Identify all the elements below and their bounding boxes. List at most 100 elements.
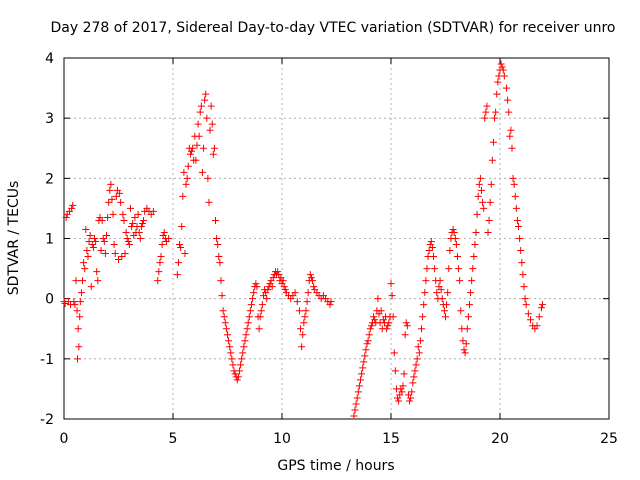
data-point	[118, 253, 126, 261]
data-point	[194, 120, 202, 128]
data-point	[500, 72, 508, 80]
data-point	[116, 189, 124, 197]
data-point	[487, 180, 495, 188]
data-point	[485, 216, 493, 224]
data-point	[291, 289, 299, 297]
data-point	[183, 174, 191, 182]
data-point	[184, 162, 192, 170]
data-point	[483, 102, 491, 110]
data-point	[302, 307, 310, 315]
data-point	[193, 141, 201, 149]
data-point	[493, 90, 501, 98]
data-point	[507, 126, 515, 134]
data-point	[94, 277, 102, 285]
data-point	[421, 289, 429, 297]
data-point	[252, 280, 260, 288]
data-point	[107, 180, 115, 188]
data-point	[450, 228, 458, 236]
data-point	[472, 228, 480, 236]
data-point	[489, 138, 497, 146]
data-point	[237, 361, 245, 369]
data-point	[452, 241, 460, 249]
data-point	[470, 253, 478, 261]
data-point	[366, 325, 374, 333]
x-axis-label: GPS time / hours	[277, 458, 394, 474]
data-point	[221, 319, 229, 327]
data-point	[135, 228, 143, 236]
data-point	[410, 373, 418, 381]
data-point	[539, 301, 547, 309]
data-point	[99, 235, 107, 242]
data-point	[126, 204, 134, 212]
data-point	[310, 283, 318, 291]
data-point	[360, 358, 368, 366]
data-point	[374, 295, 382, 303]
data-point	[123, 235, 131, 242]
data-point	[498, 63, 506, 71]
data-point	[189, 144, 197, 152]
data-point	[445, 265, 453, 273]
data-point	[62, 213, 70, 221]
data-point	[188, 147, 196, 155]
data-point	[181, 250, 189, 258]
data-point	[203, 114, 211, 122]
data-point	[443, 301, 451, 309]
data-point	[438, 295, 446, 303]
data-point	[479, 198, 487, 206]
x-tick-label: 15	[382, 431, 400, 447]
data-point	[269, 274, 277, 282]
data-point	[403, 322, 411, 330]
data-point	[268, 283, 276, 291]
data-point	[111, 250, 119, 258]
x-axis-ticks: 0 5 10 15 20 25	[60, 58, 618, 447]
data-point	[533, 322, 541, 330]
data-point	[119, 210, 127, 218]
data-point	[420, 301, 428, 309]
data-point	[387, 280, 395, 288]
data-point	[449, 225, 457, 233]
data-point	[192, 156, 200, 164]
data-point	[155, 268, 163, 276]
data-point	[309, 277, 317, 285]
data-point	[520, 283, 528, 291]
data-point	[220, 313, 228, 321]
data-point	[391, 367, 399, 375]
grid-lines	[64, 58, 609, 419]
data-point	[70, 298, 78, 306]
data-point	[395, 397, 403, 405]
data-point	[212, 216, 220, 224]
data-point	[433, 289, 441, 297]
data-point	[494, 78, 502, 86]
data-point	[247, 301, 255, 309]
data-point	[101, 250, 109, 258]
data-point	[281, 286, 289, 294]
data-point	[416, 337, 424, 345]
data-point	[241, 337, 249, 345]
data-point	[216, 259, 224, 267]
data-point	[173, 271, 181, 279]
data-point	[488, 156, 496, 164]
data-point	[86, 231, 94, 239]
data-point	[210, 144, 218, 152]
data-point	[100, 238, 108, 246]
data-point	[71, 301, 79, 309]
data-point	[423, 265, 431, 273]
data-point	[245, 313, 253, 321]
data-point	[522, 301, 530, 309]
data-point	[512, 204, 520, 212]
data-point	[233, 376, 241, 384]
data-point	[120, 216, 128, 224]
data-point	[516, 235, 524, 242]
data-point	[250, 289, 258, 297]
data-point	[363, 340, 371, 348]
data-point	[80, 259, 88, 267]
data-point	[263, 295, 271, 303]
data-point	[407, 394, 415, 402]
data-point	[400, 370, 408, 378]
data-point	[214, 241, 222, 249]
data-point	[68, 204, 76, 212]
data-point	[467, 289, 475, 297]
y-axis-ticks: -2 -1 0 1 2 3 4	[40, 51, 609, 428]
data-point	[358, 370, 366, 378]
data-point	[451, 235, 459, 242]
